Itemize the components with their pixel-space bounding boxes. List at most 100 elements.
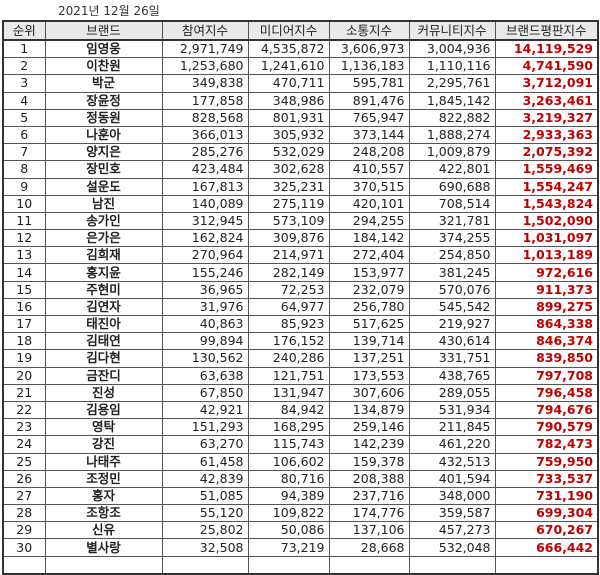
cell-participation: 270,964 bbox=[161, 246, 249, 265]
cell-participation: 55,120 bbox=[161, 504, 249, 523]
cell-media: 50,086 bbox=[247, 521, 330, 540]
cell-media: 176,152 bbox=[247, 332, 330, 351]
cell-brand: 태진아 bbox=[44, 314, 163, 334]
table-row: 1 임영웅 2,971,749 4,535,872 3,606,973 3,004,936… bbox=[2, 39, 599, 59]
cell-media: 131,947 bbox=[247, 383, 330, 402]
cell-rank: 22 bbox=[2, 400, 46, 420]
cell-media: 64,977 bbox=[247, 297, 330, 317]
cell-reputation: 699,304 bbox=[494, 504, 599, 523]
cell-participation: 312,945 bbox=[161, 211, 249, 231]
header-media: 미디어지수 bbox=[247, 20, 330, 41]
cell-communication: 294,255 bbox=[328, 211, 410, 231]
cell-community: 432,513 bbox=[408, 452, 496, 471]
cell-community: 822,882 bbox=[408, 108, 496, 127]
cell-participation: 32,508 bbox=[161, 538, 249, 557]
cell-community: 422,801 bbox=[408, 160, 496, 179]
cell-reputation: 670,267 bbox=[494, 521, 599, 540]
cell-rank: 19 bbox=[2, 349, 46, 368]
table-row: 26 조정민 42,839 80,716 208,388 401,594 733,537 bbox=[2, 469, 599, 488]
cell-participation: 42,921 bbox=[161, 400, 249, 420]
table-row: 10 남진 140,089 275,119 420,101 708,514 1,543,82… bbox=[2, 194, 599, 213]
cell-rank: 23 bbox=[2, 418, 46, 437]
cell-brand: 진성 bbox=[44, 383, 163, 402]
cell-community: 457,273 bbox=[408, 521, 496, 540]
cell-media: 168,295 bbox=[247, 418, 330, 437]
cell-community: 690,688 bbox=[408, 177, 496, 196]
cell-participation: 366,013 bbox=[161, 125, 249, 145]
cell-brand: 장윤정 bbox=[44, 91, 163, 110]
cell-reputation: 1,502,090 bbox=[494, 211, 599, 231]
cell-participation: 42,839 bbox=[161, 469, 249, 488]
cell-brand: 김연자 bbox=[44, 297, 163, 317]
cell-communication: 208,388 bbox=[328, 469, 410, 488]
cell-rank: 13 bbox=[2, 246, 46, 265]
cell-media: 801,931 bbox=[247, 108, 330, 127]
cell-reputation: 972,616 bbox=[494, 263, 599, 282]
cell-rank: 9 bbox=[2, 177, 46, 196]
table-row: 23 영탁 151,293 168,295 259,146 211,845 790,579 bbox=[2, 418, 599, 437]
table-row: 16 김연자 31,976 64,977 256,780 545,542 899,275 bbox=[2, 297, 599, 317]
cell-reputation: 3,263,461 bbox=[494, 91, 599, 110]
cell-participation: 25,802 bbox=[161, 521, 249, 540]
header-reputation: 브랜드평판지수 bbox=[494, 20, 599, 41]
cell-media: 470,711 bbox=[247, 74, 330, 93]
cell-rank: 7 bbox=[2, 143, 46, 162]
cell-brand: 김용임 bbox=[44, 400, 163, 420]
table-row: 28 조항조 55,120 109,822 174,776 359,587 699,304 bbox=[2, 504, 599, 523]
cell-reputation: 4,741,590 bbox=[494, 57, 599, 76]
cell-reputation: 911,373 bbox=[494, 280, 599, 299]
cell-rank: 4 bbox=[2, 91, 46, 110]
cell-rank: 21 bbox=[2, 383, 46, 402]
cell-communication: 237,716 bbox=[328, 486, 410, 506]
cell-rank: 16 bbox=[2, 297, 46, 317]
cell-reputation: 2,933,363 bbox=[494, 125, 599, 145]
table-row: 19 김다현 130,562 240,286 137,251 331,751 839,850 bbox=[2, 349, 599, 368]
cell-reputation: 790,579 bbox=[494, 418, 599, 437]
table-row: 11 송가인 312,945 573,109 294,255 321,781 1,502,0… bbox=[2, 211, 599, 231]
cell-brand: 박군 bbox=[44, 74, 163, 93]
cell-media: 94,389 bbox=[247, 486, 330, 506]
cell-media: 348,986 bbox=[247, 91, 330, 110]
cell-media: 80,716 bbox=[247, 469, 330, 488]
cell-communication: 137,251 bbox=[328, 349, 410, 368]
cell-brand: 신유 bbox=[44, 521, 163, 540]
cell-communication: 256,780 bbox=[328, 297, 410, 317]
cell-participation: 167,813 bbox=[161, 177, 249, 196]
table-row: 4 장윤정 177,858 348,986 891,476 1,845,142 3,263,… bbox=[2, 91, 599, 110]
cell-participation: 63,270 bbox=[161, 435, 249, 454]
cell-rank: 18 bbox=[2, 332, 46, 351]
cell-media: 240,286 bbox=[247, 349, 330, 368]
cell-rank: 10 bbox=[2, 194, 46, 213]
cell-participation: 285,276 bbox=[161, 143, 249, 162]
cell-rank: 6 bbox=[2, 125, 46, 145]
cell-communication: 272,404 bbox=[328, 246, 410, 265]
cell-media: 214,971 bbox=[247, 246, 330, 265]
table-row: 2 이찬원 1,253,680 1,241,610 1,136,183 1,110,116… bbox=[2, 57, 599, 76]
cell-media: 532,029 bbox=[247, 143, 330, 162]
cell-community: 401,594 bbox=[408, 469, 496, 488]
cell-media: 115,743 bbox=[247, 435, 330, 454]
cell-communication: 139,714 bbox=[328, 332, 410, 351]
cell-community: 254,850 bbox=[408, 246, 496, 265]
cell-community: 532,048 bbox=[408, 538, 496, 557]
cell-communication: 142,239 bbox=[328, 435, 410, 454]
cell-participation: 63,638 bbox=[161, 366, 249, 385]
cell-communication: 232,079 bbox=[328, 280, 410, 299]
table-row: 22 김용임 42,921 84,942 134,879 531,934 794,676 bbox=[2, 400, 599, 420]
cell-brand: 김희재 bbox=[44, 246, 163, 265]
cell-communication: 137,106 bbox=[328, 521, 410, 540]
cell-brand: 영탁 bbox=[44, 418, 163, 437]
cell-brand: 설운도 bbox=[44, 177, 163, 196]
cell-community: 374,255 bbox=[408, 229, 496, 248]
cell-community: 708,514 bbox=[408, 194, 496, 213]
cell-community: 545,542 bbox=[408, 297, 496, 317]
cell-rank: 25 bbox=[2, 452, 46, 471]
cell-brand: 주현미 bbox=[44, 280, 163, 299]
cell-communication: 173,553 bbox=[328, 366, 410, 385]
cell-communication: 159,378 bbox=[328, 452, 410, 471]
table-row: 3 박군 349,838 470,711 595,781 2,295,761 3,712,0… bbox=[2, 74, 599, 93]
brand-reputation-table: 순위 브랜드 참여지수 미디어지수 소통지수 커뮤니티지수 브랜드평판지수 1 임영웅 2,97… bbox=[2, 20, 599, 575]
cell-reputation: 794,676 bbox=[494, 400, 599, 420]
table-row: 27 홍자 51,085 94,389 237,716 348,000 731,190 bbox=[2, 486, 599, 506]
cell-reputation: 14,119,529 bbox=[494, 39, 599, 59]
